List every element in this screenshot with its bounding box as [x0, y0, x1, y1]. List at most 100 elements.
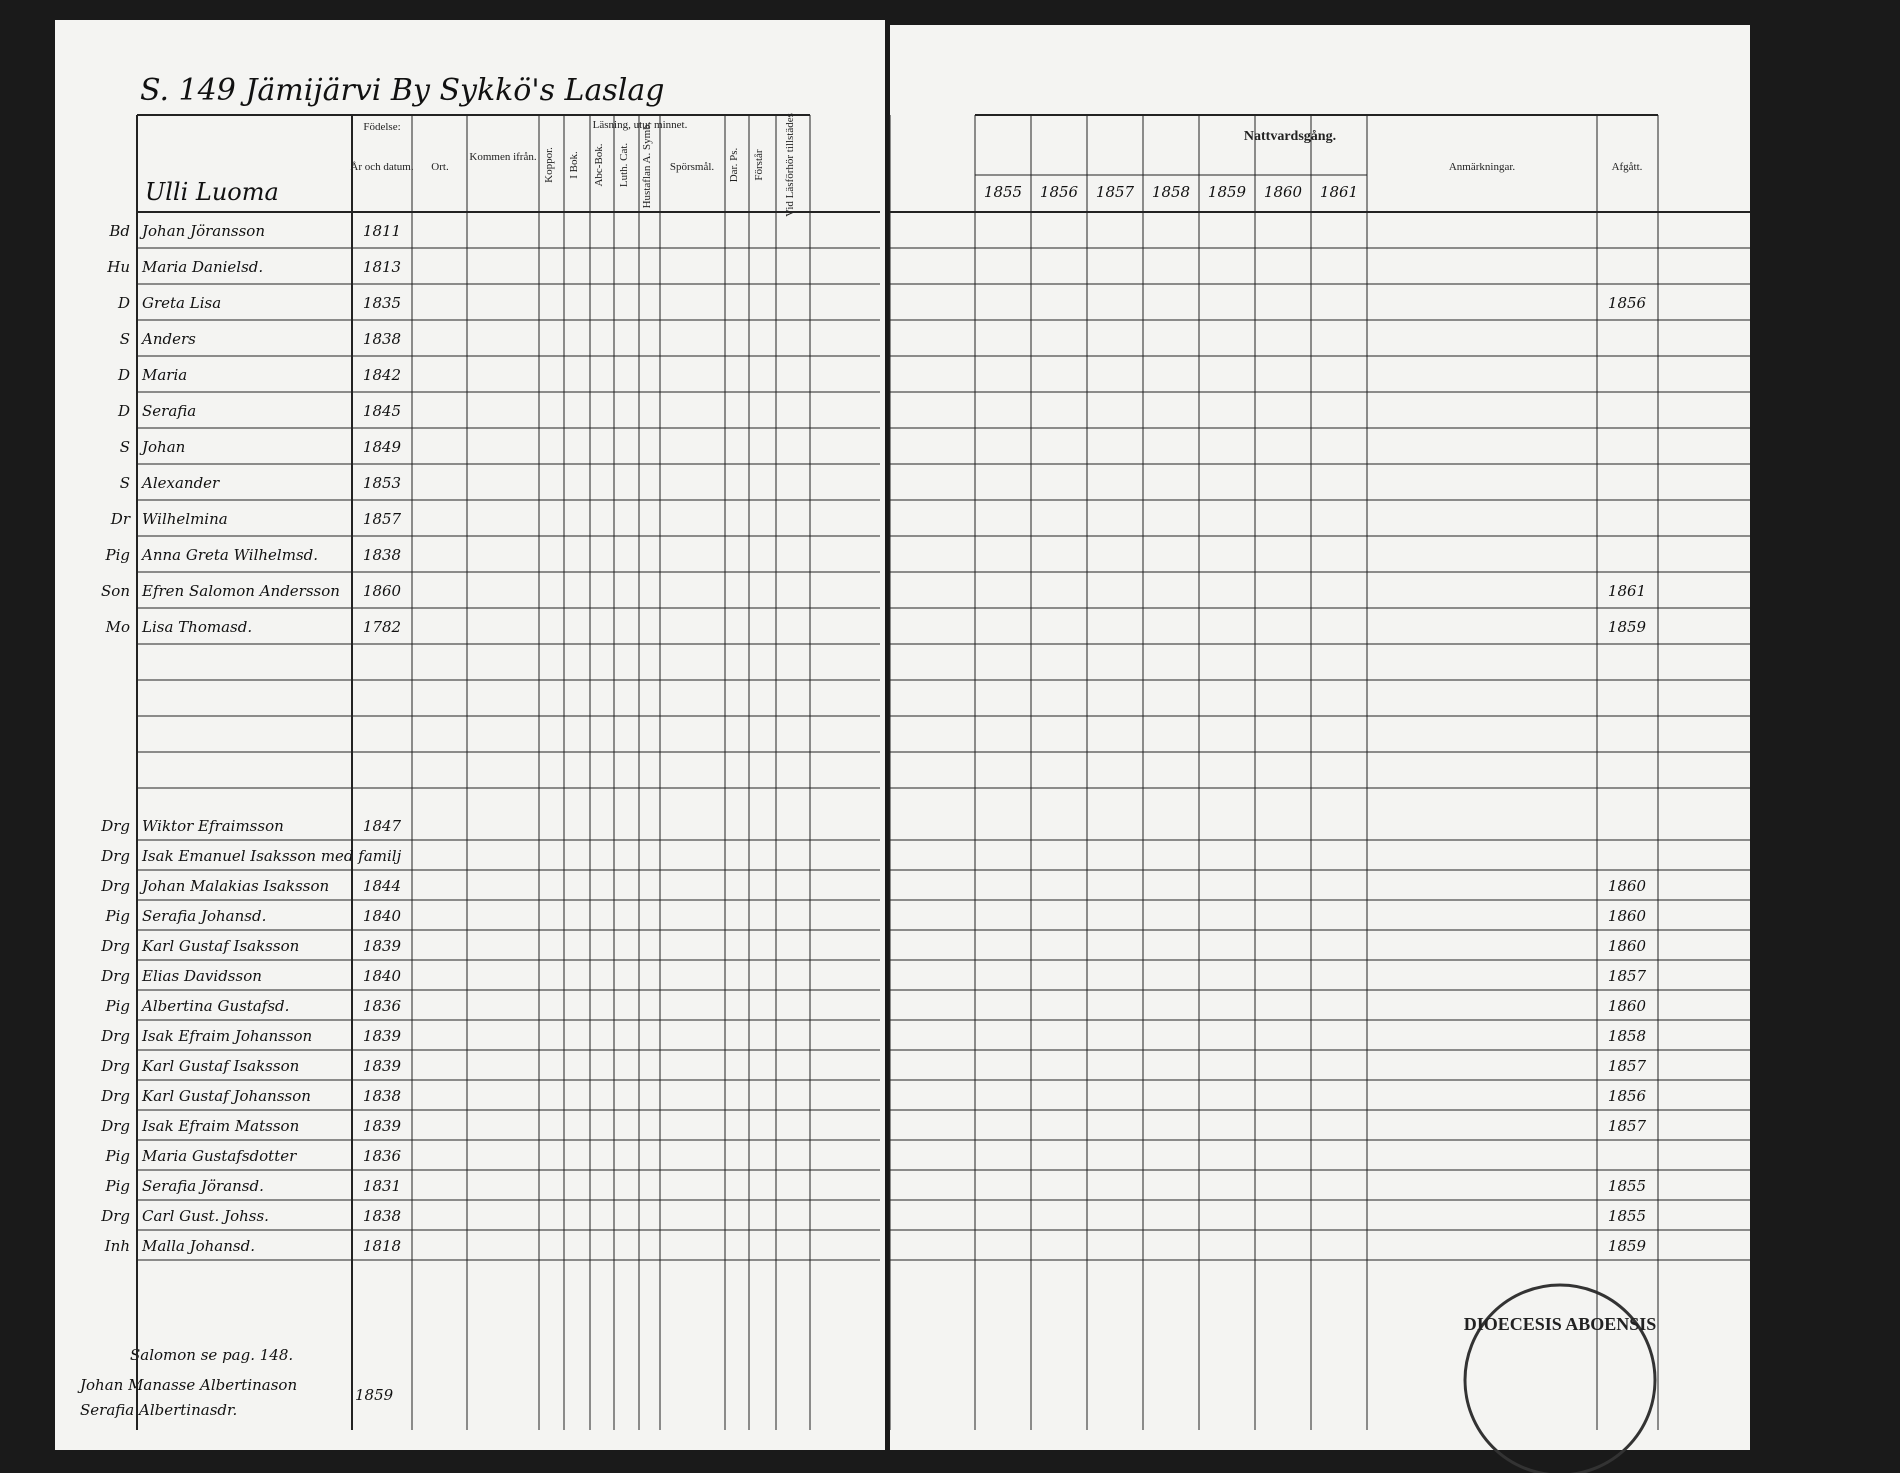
farm-name: Ulli Luoma — [145, 178, 279, 206]
column-header: Hustaflan A. Symb. — [641, 121, 653, 208]
footer-child: Serafia Albertinasdr. — [80, 1401, 237, 1419]
stamp — [1463, 1283, 1657, 1473]
birth-year: 1831 — [363, 1177, 401, 1195]
person-name: Serafia — [142, 402, 196, 420]
right-page — [890, 25, 1750, 1450]
role: Pig — [105, 546, 131, 564]
role: Drg — [100, 967, 130, 985]
person-name: Carl Gust. Johss. — [142, 1207, 269, 1225]
year-header: 1857 — [1096, 183, 1135, 201]
role: Drg — [100, 1117, 130, 1135]
footer-child: Johan Manasse Albertinason — [77, 1376, 297, 1394]
departed-year: 1856 — [1608, 294, 1647, 312]
column-header: Läsning, utur minnet. — [593, 119, 688, 131]
role: Pig — [105, 997, 131, 1015]
year-header: 1859 — [1208, 183, 1247, 201]
role: Pig — [105, 1147, 131, 1165]
person-name: Albertina Gustafsd. — [140, 997, 289, 1015]
departed-year: 1855 — [1608, 1207, 1646, 1225]
birth-year: 1847 — [363, 817, 402, 835]
birth-year: 1818 — [363, 1237, 401, 1255]
person-name: Maria — [141, 366, 187, 384]
birth-year: 1811 — [363, 222, 401, 240]
person-name: Greta Lisa — [142, 294, 221, 312]
column-header: Ort. — [431, 161, 449, 173]
departed-year: 1860 — [1608, 877, 1647, 895]
column-header: I Bok. — [568, 151, 580, 179]
person-name: Karl Gustaf Isaksson — [141, 937, 299, 955]
role: Drg — [100, 877, 130, 895]
column-header: Dar. Ps. — [728, 147, 740, 182]
role: D — [117, 294, 130, 312]
year-header: 1858 — [1152, 183, 1190, 201]
column-header: År och datum. — [350, 161, 413, 173]
birth-year: 1860 — [363, 582, 402, 600]
birth-year: 1840 — [363, 907, 402, 925]
birth-year: 1835 — [363, 294, 401, 312]
departed-header: Afgått. — [1612, 161, 1643, 173]
birth-year: 1839 — [363, 937, 402, 955]
birth-year: 1838 — [363, 1207, 401, 1225]
departed-year: 1855 — [1608, 1177, 1646, 1195]
column-header: Abc-Bok. — [593, 143, 605, 186]
birth-year: 1844 — [363, 877, 401, 895]
role: Pig — [105, 907, 131, 925]
year-header: 1860 — [1264, 183, 1303, 201]
footer-born: 1859 — [355, 1386, 394, 1404]
year-header: 1856 — [1040, 183, 1079, 201]
departed-year: 1861 — [1608, 582, 1646, 600]
year-header: 1855 — [984, 183, 1022, 201]
birth-year: 1849 — [363, 438, 402, 456]
birth-year: 1782 — [363, 618, 401, 636]
birth-year: 1839 — [363, 1027, 402, 1045]
role: S — [120, 438, 130, 456]
person-name: Serafia Johansd. — [142, 907, 266, 925]
role: Mo — [105, 618, 130, 636]
person-name: Elias Davidsson — [141, 967, 262, 985]
role: Dr — [110, 510, 131, 528]
role: Drg — [100, 1057, 130, 1075]
role: Inh — [104, 1237, 130, 1255]
person-name: Isak Emanuel Isaksson med familj — [141, 847, 402, 865]
birth-year: 1845 — [363, 402, 401, 420]
role: Drg — [100, 847, 130, 865]
person-name: Isak Efraim Johansson — [141, 1027, 312, 1045]
role: Bd — [108, 222, 130, 240]
role: Drg — [100, 817, 130, 835]
year-header: 1861 — [1320, 183, 1358, 201]
birth-year: 1838 — [363, 546, 401, 564]
birth-year: 1842 — [363, 366, 401, 384]
column-header: Kommen ifrån. — [469, 151, 536, 163]
birth-year: 1857 — [363, 510, 402, 528]
birth-year: 1853 — [363, 474, 401, 492]
birth-year: 1813 — [363, 258, 401, 276]
person-name: Lisa Thomasd. — [141, 618, 252, 636]
person-name: Anders — [140, 330, 196, 348]
page-title: S. 149 Jämijärvi By Sykkö's Laslag — [140, 73, 664, 108]
birth-year: 1839 — [363, 1057, 402, 1075]
role: Drg — [100, 1207, 130, 1225]
column-header: Spörsmål. — [670, 161, 715, 173]
departed-year: 1858 — [1608, 1027, 1646, 1045]
birth-year: 1836 — [363, 1147, 402, 1165]
person-name: Johan — [139, 438, 185, 456]
role: S — [120, 330, 130, 348]
person-name: Isak Efraim Matsson — [141, 1117, 299, 1135]
birth-year: 1836 — [363, 997, 402, 1015]
role: D — [117, 366, 130, 384]
departed-year: 1860 — [1608, 937, 1647, 955]
person-name: Maria Danielsd. — [141, 258, 263, 276]
left-page — [55, 20, 885, 1450]
person-name: Karl Gustaf Johansson — [141, 1087, 311, 1105]
person-name: Johan Jöransson — [139, 222, 265, 240]
role: Drg — [100, 1087, 130, 1105]
person-name: Karl Gustaf Isaksson — [141, 1057, 299, 1075]
departed-year: 1857 — [1608, 1057, 1647, 1075]
departed-year: 1857 — [1608, 967, 1647, 985]
role: Son — [101, 582, 130, 600]
column-header: Vid Läsförhör tillstädes — [784, 113, 796, 217]
departed-year: 1860 — [1608, 997, 1647, 1015]
role: Drg — [100, 1027, 130, 1045]
